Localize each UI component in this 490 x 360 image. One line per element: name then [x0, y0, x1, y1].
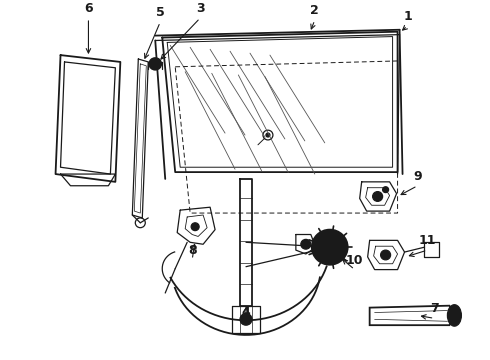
- Circle shape: [266, 133, 270, 137]
- Text: 3: 3: [196, 2, 204, 15]
- Circle shape: [326, 243, 334, 251]
- Circle shape: [240, 314, 252, 325]
- Text: 4: 4: [242, 306, 250, 319]
- Circle shape: [191, 223, 199, 231]
- Circle shape: [383, 187, 389, 193]
- Text: 5: 5: [156, 6, 165, 19]
- Text: 8: 8: [188, 244, 196, 257]
- Circle shape: [381, 250, 391, 260]
- Text: 1: 1: [403, 10, 412, 23]
- Circle shape: [149, 58, 161, 70]
- Polygon shape: [369, 306, 454, 325]
- Ellipse shape: [447, 305, 462, 326]
- Circle shape: [384, 253, 388, 257]
- Text: 9: 9: [413, 170, 422, 183]
- Circle shape: [152, 61, 158, 67]
- Circle shape: [376, 194, 380, 198]
- Circle shape: [372, 192, 383, 201]
- Text: 2: 2: [311, 4, 319, 17]
- Circle shape: [193, 225, 197, 229]
- Circle shape: [301, 239, 311, 249]
- Text: 6: 6: [84, 2, 93, 15]
- Circle shape: [304, 242, 308, 246]
- Circle shape: [244, 318, 248, 321]
- Circle shape: [312, 230, 348, 265]
- Text: 11: 11: [419, 234, 436, 247]
- Text: 7: 7: [430, 302, 439, 315]
- Text: 10: 10: [346, 254, 364, 267]
